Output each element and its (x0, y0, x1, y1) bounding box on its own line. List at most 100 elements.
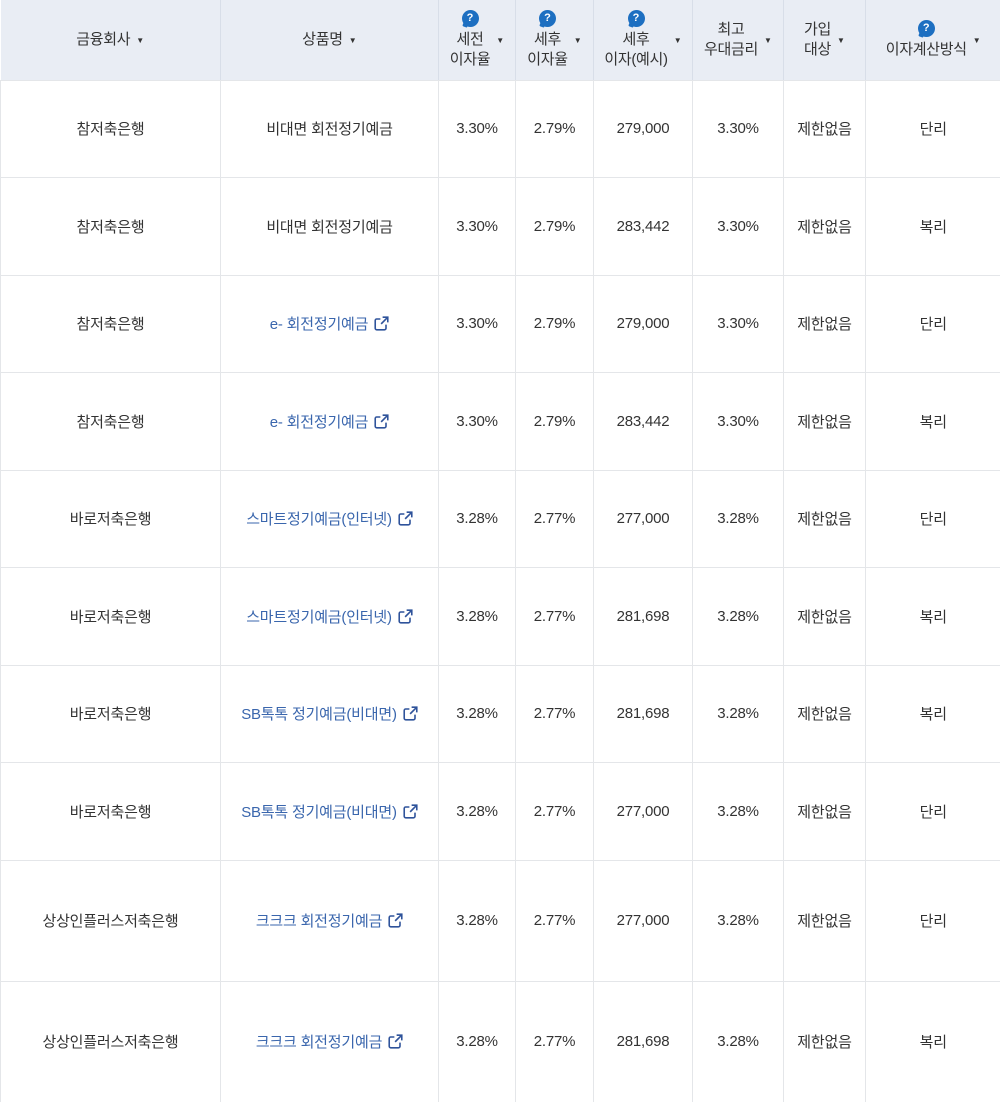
product-cell: 스마트정기예금(인터넷) (220, 469, 439, 568)
col-header-eligibility[interactable]: 가입 대상 ▼ (783, 0, 866, 81)
product-link[interactable]: SB톡톡 정기예금(비대면) (241, 703, 418, 724)
table-row: 참저축은행 e- 회전정기예금 3.30% 2.79% 279,000 3.30… (0, 274, 1000, 373)
after-tax-rate-cell: 2.79% (515, 79, 594, 178)
col-header-after-tax-interest-label: 세후 이자(예시) (604, 30, 668, 68)
after-tax-rate-cell: 2.79% (515, 274, 594, 373)
table-row: 바로저축은행 스마트정기예금(인터넷) 3.28% 2.77% 277,000 … (0, 469, 1000, 568)
product-name: SB톡톡 정기예금(비대면) (241, 803, 397, 821)
help-icon[interactable]: ? (917, 19, 935, 37)
product-link[interactable]: SB톡톡 정기예금(비대면) (241, 801, 418, 822)
sort-arrow-icon: ▼ (348, 35, 357, 45)
table-header: 금융회사 ▼ 상품명 ▼ ? 세전 이자율 (0, 0, 1000, 81)
pre-tax-rate-cell: 3.28% (438, 762, 516, 861)
col-header-after-tax-rate[interactable]: ? 세후 이자율 ▼ (515, 0, 594, 81)
sort-arrow-icon: ▼ (837, 35, 845, 45)
table-row: 상상인플러스저축은행 크크크 회전정기예금 3.28% 2.77% 281,69… (0, 980, 1000, 1102)
external-link-icon (403, 706, 418, 721)
col-header-after-tax-interest[interactable]: ? 세후 이자(예시) ▼ (593, 0, 693, 81)
eligibility-cell: 제한없음 (783, 762, 866, 861)
company-cell: 상상인플러스저축은행 (0, 980, 221, 1102)
interest-method-cell: 복리 (865, 980, 1000, 1102)
external-link-icon (374, 414, 389, 429)
eligibility-cell: 제한없음 (783, 859, 866, 982)
product-link[interactable]: 크크크 회전정기예금 (256, 1031, 403, 1052)
after-tax-interest-cell: 277,000 (593, 469, 693, 568)
product-cell: 크크크 회전정기예금 (220, 859, 439, 982)
col-header-pre-tax-rate[interactable]: ? 세전 이자율 ▼ (438, 0, 516, 81)
interest-method-cell: 단리 (865, 859, 1000, 982)
table-body: 참저축은행 비대면 회전정기예금 3.30% 2.79% 279,000 3.3… (0, 79, 1000, 1102)
product-cell: SB톡톡 정기예금(비대면) (220, 762, 439, 861)
pre-tax-rate-cell: 3.30% (438, 79, 516, 178)
company-cell: 참저축은행 (0, 79, 221, 178)
company-cell: 상상인플러스저축은행 (0, 859, 221, 982)
product-link[interactable]: e- 회전정기예금 (270, 411, 390, 432)
pre-tax-rate-cell: 3.28% (438, 469, 516, 568)
col-header-max-preferential-rate-label: 최고 우대금리 (704, 20, 759, 58)
col-header-eligibility-label: 가입 대상 (804, 20, 832, 58)
sort-arrow-icon: ▼ (573, 35, 582, 45)
product-link[interactable]: 크크크 회전정기예금 (256, 910, 403, 931)
col-header-product[interactable]: 상품명 ▼ (220, 0, 439, 81)
max-preferential-rate-cell: 3.28% (692, 567, 784, 666)
col-header-max-preferential-rate[interactable]: 최고 우대금리 ▼ (692, 0, 784, 81)
product-link: 비대면 회전정기예금 (266, 216, 393, 237)
product-cell: 스마트정기예금(인터넷) (220, 567, 439, 666)
eligibility-cell: 제한없음 (783, 274, 866, 373)
product-link[interactable]: 스마트정기예금(인터넷) (246, 508, 413, 529)
help-icon[interactable]: ? (539, 9, 557, 27)
interest-method-cell: 복리 (865, 372, 1000, 471)
help-icon[interactable]: ? (627, 9, 645, 27)
pre-tax-rate-cell: 3.28% (438, 664, 516, 763)
col-header-company[interactable]: 금융회사 ▼ (0, 0, 221, 81)
max-preferential-rate-cell: 3.30% (692, 79, 784, 178)
after-tax-rate-cell: 2.79% (515, 177, 594, 276)
after-tax-rate-cell: 2.77% (515, 664, 594, 763)
col-header-interest-method[interactable]: ? 이자계산방식 ▼ (865, 0, 1000, 81)
external-link-icon (388, 1034, 403, 1049)
table-row: 바로저축은행 스마트정기예금(인터넷) 3.28% 2.77% 281,698 … (0, 567, 1000, 666)
product-link[interactable]: 스마트정기예금(인터넷) (246, 606, 413, 627)
product-link[interactable]: e- 회전정기예금 (270, 313, 390, 334)
max-preferential-rate-cell: 3.28% (692, 980, 784, 1102)
external-link-icon (388, 913, 403, 928)
table-row: 참저축은행 비대면 회전정기예금 3.30% 2.79% 283,442 3.3… (0, 177, 1000, 276)
sort-arrow-icon: ▼ (496, 35, 505, 45)
table-row: 바로저축은행 SB톡톡 정기예금(비대면) 3.28% 2.77% 281,69… (0, 664, 1000, 763)
max-preferential-rate-cell: 3.28% (692, 664, 784, 763)
product-name: 비대면 회전정기예금 (266, 218, 393, 236)
product-name: e- 회전정기예금 (269, 413, 369, 431)
max-preferential-rate-cell: 3.30% (692, 274, 784, 373)
product-name: 비대면 회전정기예금 (266, 121, 393, 139)
product-name: 스마트정기예금(인터넷) (246, 608, 392, 626)
col-header-company-label: 금융회사 (76, 30, 131, 48)
external-link-icon (374, 316, 389, 331)
product-cell: 크크크 회전정기예금 (220, 980, 439, 1102)
sort-arrow-icon: ▼ (136, 35, 145, 45)
max-preferential-rate-cell: 3.28% (692, 469, 784, 568)
pre-tax-rate-cell: 3.28% (438, 567, 516, 666)
interest-method-cell: 단리 (865, 762, 1000, 861)
col-header-product-label: 상품명 (302, 30, 343, 48)
max-preferential-rate-cell: 3.28% (692, 762, 784, 861)
company-cell: 바로저축은행 (0, 567, 221, 666)
after-tax-rate-cell: 2.79% (515, 372, 594, 471)
external-link-icon (398, 609, 413, 624)
after-tax-interest-cell: 281,698 (593, 980, 693, 1102)
eligibility-cell: 제한없음 (783, 469, 866, 568)
table-row: 참저축은행 e- 회전정기예금 3.30% 2.79% 283,442 3.30… (0, 372, 1000, 471)
pre-tax-rate-cell: 3.28% (438, 980, 516, 1102)
col-header-pre-tax-rate-label: 세전 이자율 (449, 30, 491, 68)
max-preferential-rate-cell: 3.30% (692, 177, 784, 276)
after-tax-interest-cell: 283,442 (593, 372, 693, 471)
product-cell: e- 회전정기예금 (220, 372, 439, 471)
eligibility-cell: 제한없음 (783, 664, 866, 763)
max-preferential-rate-cell: 3.30% (692, 372, 784, 471)
pre-tax-rate-cell: 3.30% (438, 274, 516, 373)
help-icon[interactable]: ? (461, 9, 479, 27)
eligibility-cell: 제한없음 (783, 980, 866, 1102)
col-header-after-tax-rate-label: 세후 이자율 (527, 30, 568, 68)
product-name: 스마트정기예금(인터넷) (246, 511, 392, 529)
after-tax-interest-cell: 281,698 (593, 567, 693, 666)
interest-method-cell: 복리 (865, 567, 1000, 666)
